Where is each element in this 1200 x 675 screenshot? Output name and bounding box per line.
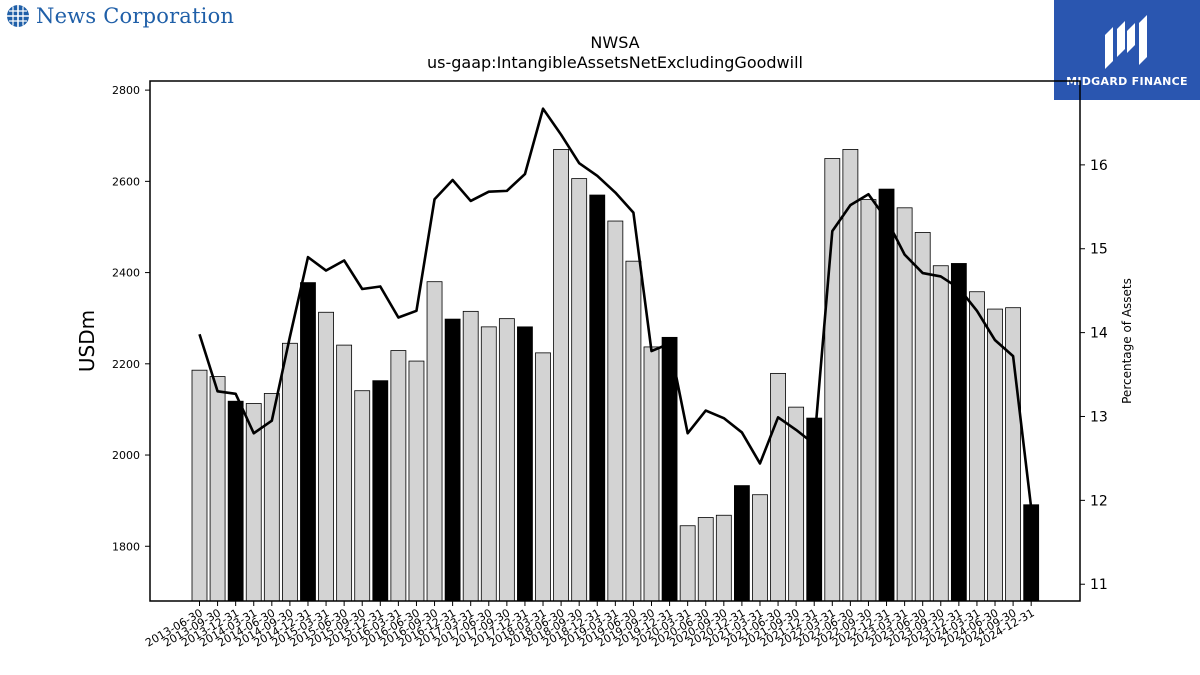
bar: [300, 282, 316, 602]
bar: [209, 376, 226, 602]
bar: [535, 352, 551, 602]
bar: [914, 232, 931, 602]
bar: [770, 372, 786, 602]
y-tick-label: 2800: [112, 84, 140, 97]
bar: [715, 514, 732, 602]
bar: [969, 291, 985, 602]
bar: [643, 346, 660, 602]
y-axis-left: 1800 2000 2200 2400 2600 2800: [112, 84, 150, 553]
series-line: [198, 107, 1033, 509]
bar: [517, 326, 533, 602]
bar: [950, 263, 967, 602]
bar: [553, 149, 569, 602]
line-layer: [198, 107, 1033, 509]
bar: [806, 417, 823, 602]
brand-logo: MIDGARD FINANCE: [1054, 0, 1200, 100]
bar: [987, 308, 1003, 602]
bar: [607, 220, 624, 602]
bar: [227, 400, 244, 602]
bar: [318, 311, 334, 602]
bar: [932, 265, 949, 602]
chart-title: NWSA: [590, 33, 639, 52]
y2-axis-label: Percentage of Assets: [1120, 278, 1134, 404]
bar: [480, 326, 497, 602]
y2-tick-label: 16: [1090, 158, 1108, 174]
bar: [354, 390, 371, 602]
bar: [426, 281, 443, 602]
bar: [661, 336, 678, 602]
y2-tick-label: 15: [1090, 242, 1108, 258]
bar: [734, 485, 750, 602]
bar: [860, 199, 877, 602]
y-tick-label: 2400: [112, 267, 140, 280]
midgard-logo-icon: [1105, 14, 1147, 69]
bar: [788, 406, 805, 602]
chart-subtitle: us-gaap:IntangibleAssetsNetExcludingGood…: [427, 53, 803, 72]
x-axis: 2013-06-302013-09-302013-12-312014-03-31…: [143, 601, 1037, 650]
y-tick-label: 2600: [112, 175, 140, 188]
bar: [281, 342, 298, 602]
bar: [697, 517, 714, 602]
bar: [390, 350, 407, 602]
bar: [462, 310, 479, 602]
bar: [589, 194, 606, 602]
brand-logo-text: MIDGARD FINANCE: [1066, 74, 1188, 88]
bar: [1023, 504, 1040, 602]
globe-icon: [7, 5, 29, 27]
bar: [372, 380, 389, 602]
bar: [679, 525, 696, 602]
bar: [878, 188, 895, 602]
y2-tick-label: 14: [1090, 326, 1108, 342]
y-tick-label: 2000: [112, 449, 140, 462]
y2-tick-label: 12: [1090, 493, 1108, 509]
company-logo-text: News Corporation: [36, 4, 235, 28]
bar: [752, 494, 768, 602]
bar: [498, 318, 515, 602]
y2-tick-label: 11: [1090, 577, 1108, 593]
y-tick-label: 2200: [112, 358, 140, 371]
y-axis-label: USDm: [75, 310, 99, 372]
bar: [408, 360, 425, 602]
y2-tick-label: 13: [1090, 409, 1108, 425]
y-tick-label: 1800: [112, 540, 140, 553]
bars-layer: [191, 149, 1040, 602]
bar: [444, 318, 461, 602]
company-logo: News Corporation: [6, 4, 234, 28]
bar: [896, 207, 913, 602]
bar: [571, 178, 588, 602]
y-axis-right: 11 12 13 14 15 16: [1080, 158, 1108, 593]
bar: [842, 149, 859, 602]
bar: [191, 369, 208, 602]
bar: [625, 260, 642, 602]
bar: [336, 344, 353, 602]
